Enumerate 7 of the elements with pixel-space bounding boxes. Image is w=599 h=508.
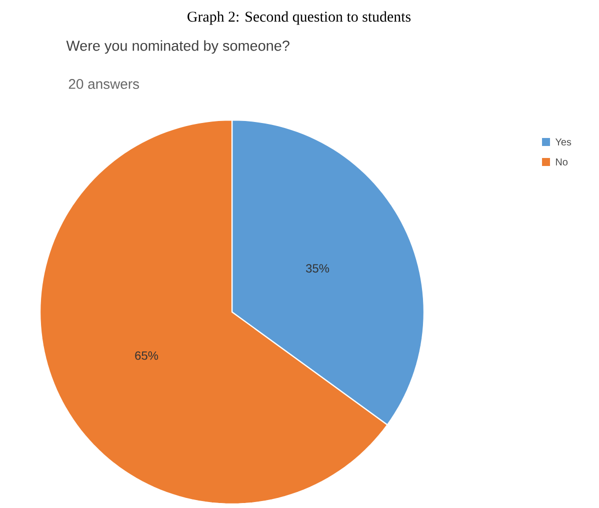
legend-label: No xyxy=(556,158,568,166)
data-label: 35% xyxy=(306,264,330,273)
data-label: 65% xyxy=(135,351,158,360)
chart-subtitle: 20 answers xyxy=(68,79,139,89)
caption: Graph 2: Second question to students xyxy=(188,11,411,25)
legend-label: Yes xyxy=(555,138,572,146)
chart-title: Were you nominated by someone? xyxy=(66,40,290,54)
